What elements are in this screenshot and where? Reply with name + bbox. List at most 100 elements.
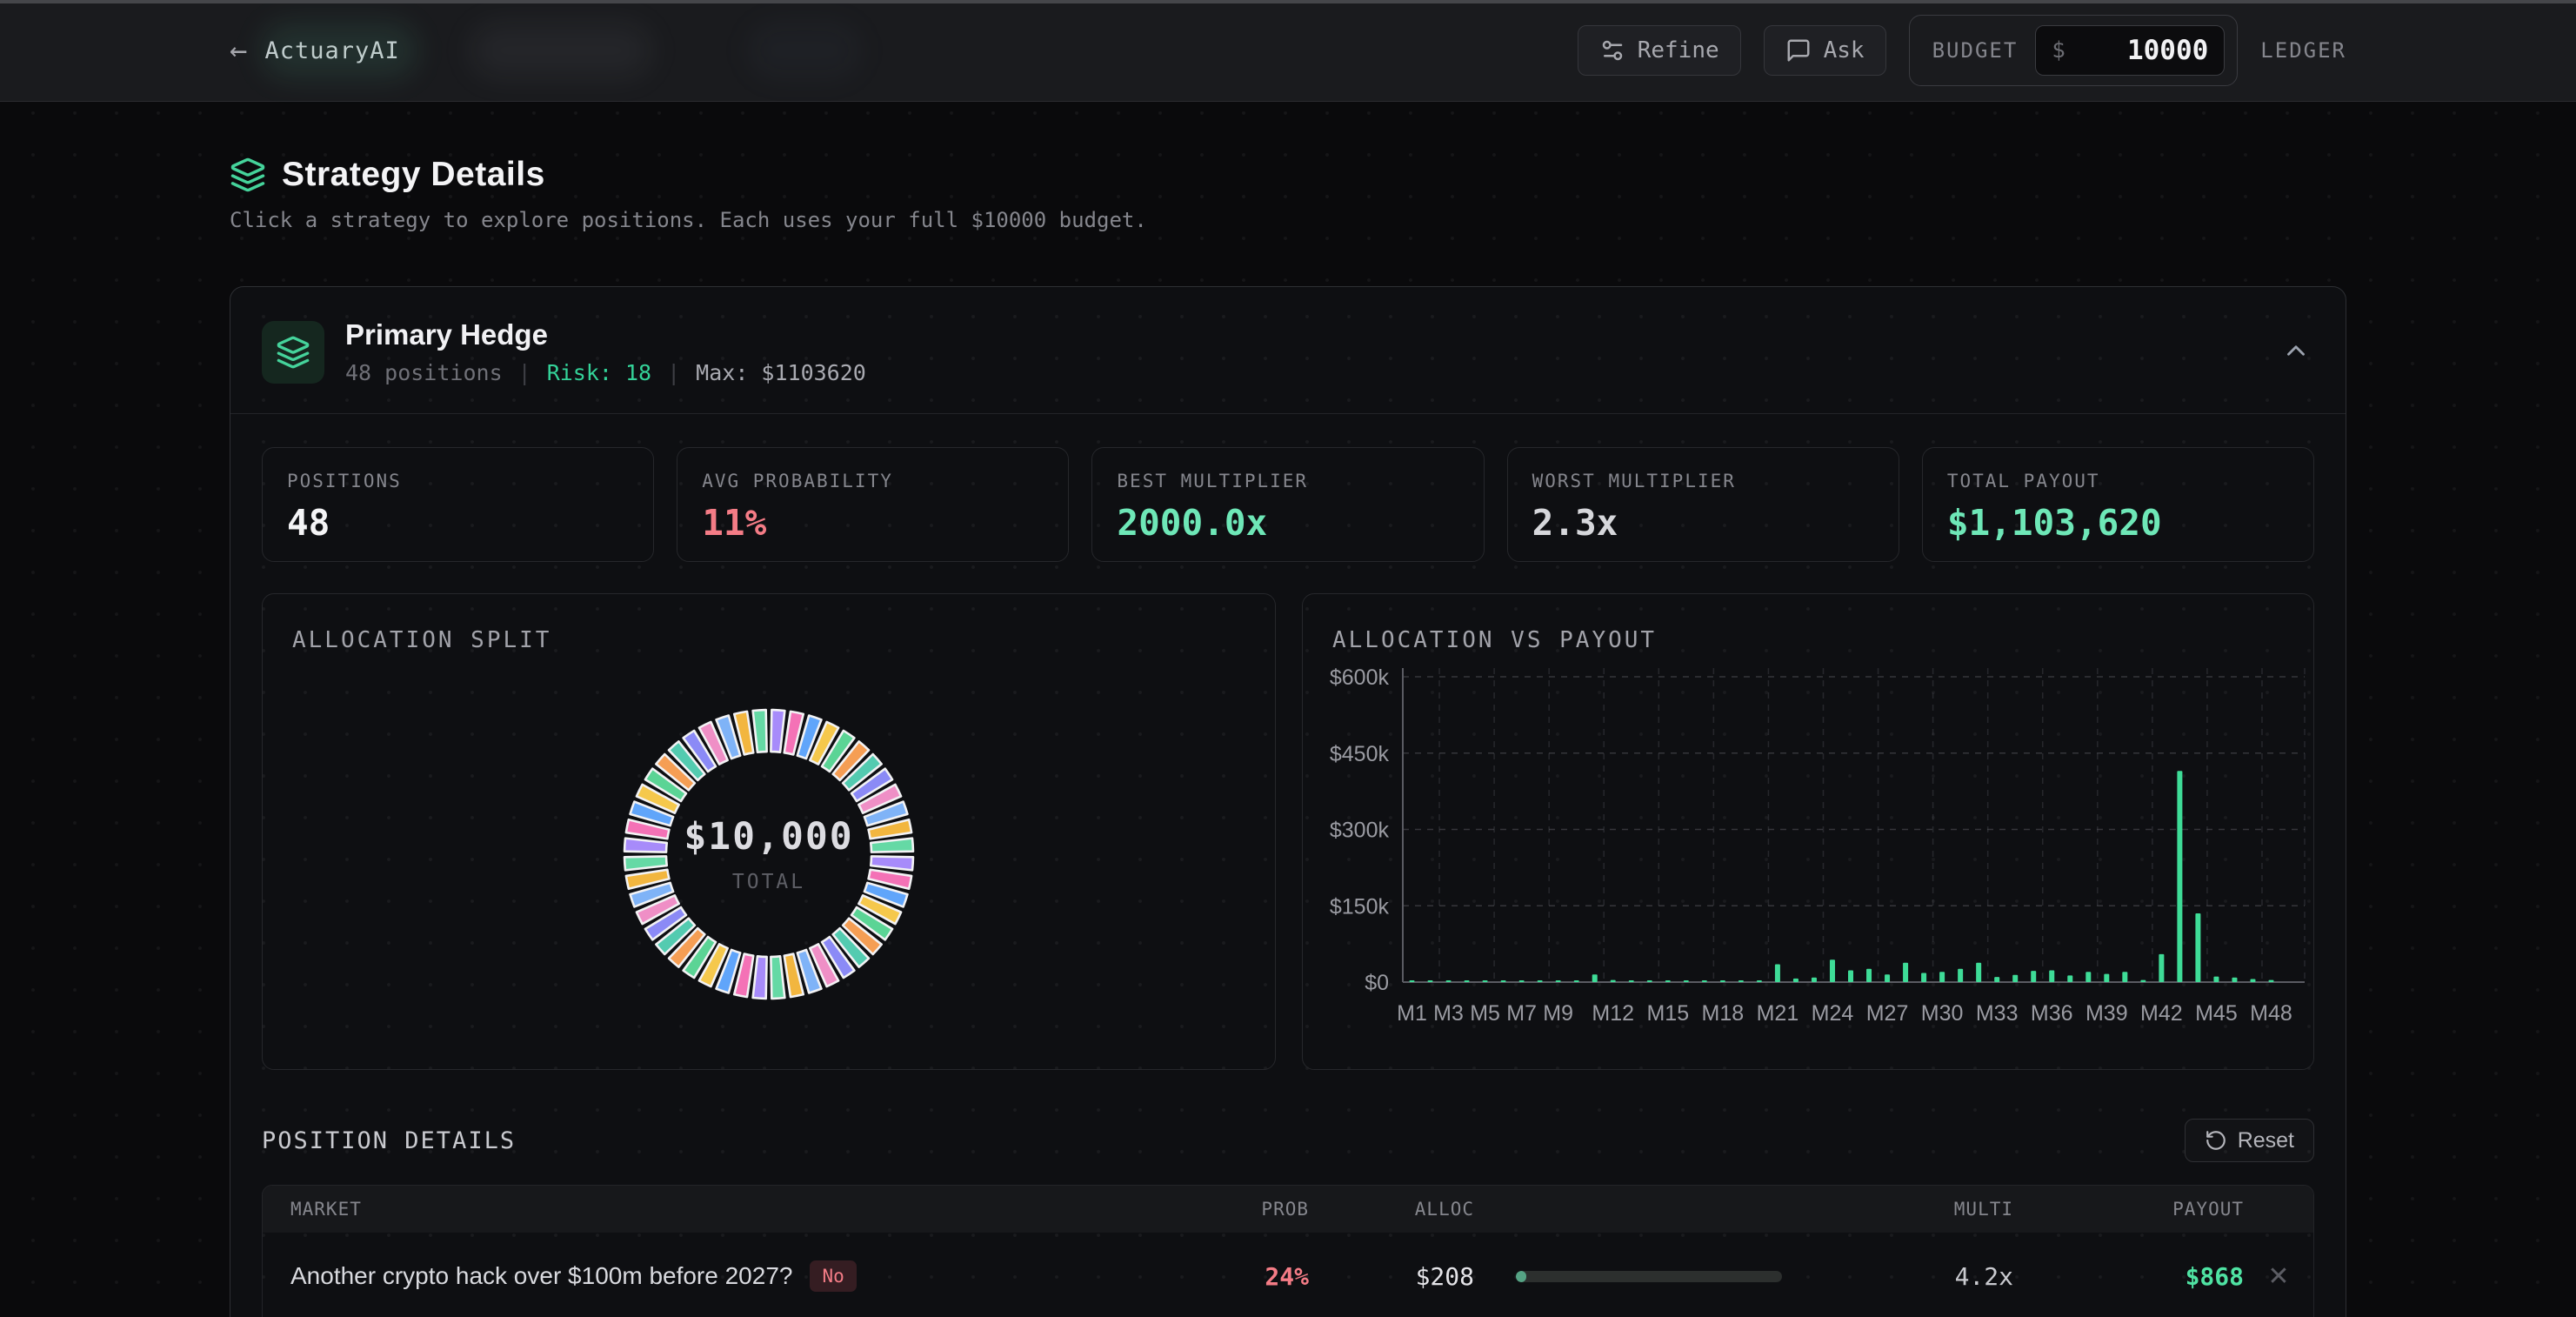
col-prob: PROB [1261, 1199, 1309, 1220]
payout-bar [1738, 980, 1744, 982]
donut-svg [623, 708, 915, 1000]
budget-group: BUDGET $ [1908, 15, 2239, 86]
payout-bar [1866, 968, 1872, 982]
payout-bar [1939, 972, 1945, 982]
col-multi: MULTI [1953, 1199, 2013, 1220]
payout-bar [1958, 968, 1964, 982]
stat-label: WORST MULTIPLIER [1532, 471, 1736, 491]
stat-card: WORST MULTIPLIER 2.3x [1506, 447, 1899, 562]
allocation-vs-payout-panel: ALLOCATION VS PAYOUT $0 $150k $300k $450k $6… [1302, 593, 2314, 1070]
budget-label: BUDGET [1932, 38, 2019, 63]
x-axis-tick-label: M39 [2085, 1001, 2128, 1026]
refine-label: Refine [1637, 37, 1719, 64]
payout-bar [1683, 980, 1689, 982]
payout-bar [2159, 953, 2165, 982]
x-axis-tick-label: M9 [1543, 1001, 1573, 1026]
donut-segment [682, 935, 717, 979]
stat-card: AVG PROBABILITY 11% [677, 447, 1070, 562]
reset-button[interactable]: Reset [2184, 1119, 2314, 1162]
donut-segment [831, 740, 871, 782]
stat-value: 48 [287, 502, 330, 544]
allocation-split-panel: ALLOCATION SPLIT $10,000 TOTAL [262, 593, 1276, 1070]
donut-segment [867, 868, 913, 891]
budget-input[interactable] [2065, 35, 2209, 66]
allocation-split-title: ALLOCATION SPLIT [292, 627, 552, 653]
payout-bar [2049, 970, 2055, 982]
payout-bar [2213, 976, 2219, 982]
table-row: Another crypto hack over $100m before 20… [263, 1233, 2313, 1317]
strategy-positions-count: 48 positions [345, 360, 503, 385]
donut-segment [869, 837, 915, 853]
payout-cell: $868 [2185, 1261, 2244, 1291]
payout-bar [1665, 980, 1671, 982]
donut-segment [629, 881, 675, 908]
donut-segment [624, 818, 671, 840]
donut-segment [770, 708, 786, 754]
allocation-vs-payout-title: ALLOCATION VS PAYOUT [1332, 627, 1658, 653]
payout-bar [1537, 980, 1543, 982]
donut-segment [623, 855, 669, 872]
collapse-button[interactable] [2281, 336, 2311, 368]
stat-value: 2000.0x [1117, 502, 1268, 544]
strategy-name: Primary Hedge [345, 318, 548, 351]
app-header: ← ActuaryAI Refine Ask BUDGET $ LEDGER [0, 0, 2576, 102]
market-cell: Another crypto hack over $100m before 20… [263, 1260, 1178, 1292]
table-rows: Another crypto hack over $100m before 20… [263, 1233, 2313, 1317]
reset-label: Reset [2237, 1127, 2294, 1153]
donut-segment [667, 926, 706, 968]
donut-segment [841, 917, 883, 956]
y-axis-tick-label: $150k [1330, 894, 1390, 919]
col-market: MARKET [290, 1199, 362, 1220]
donut-segment [644, 906, 688, 941]
payout-bar [2122, 972, 2128, 982]
ledger-link[interactable]: LEDGER [2260, 38, 2346, 63]
sliders-icon [1602, 40, 1622, 61]
donut-segment [850, 906, 894, 941]
strategy-card: Primary Hedge 48 positions | Risk: 18 | … [230, 286, 2346, 1317]
payout-bar [1482, 980, 1488, 982]
payout-bar [2177, 771, 2183, 982]
ask-label: Ask [1823, 37, 1865, 64]
strategy-risk: Risk: 18 [546, 360, 652, 385]
refine-button[interactable]: Refine [1577, 25, 1741, 76]
allocation-donut-chart: $10,000 TOTAL [604, 689, 934, 1020]
stat-card: TOTAL PAYOUT $1,103,620 [1921, 447, 2315, 562]
donut-segment [629, 800, 675, 827]
stat-value: 2.3x [1532, 502, 1618, 544]
donut-segment [858, 894, 903, 926]
donut-segment [841, 752, 883, 792]
layers-icon [230, 157, 265, 192]
payout-bar [1848, 970, 1854, 982]
stat-card: POSITIONS 48 [262, 447, 655, 562]
market-question: Another crypto hack over $100m before 20… [290, 1262, 793, 1289]
payout-bar [1445, 980, 1452, 982]
payout-bar [1427, 980, 1433, 982]
strategy-card-header[interactable]: Primary Hedge 48 positions | Risk: 18 | … [230, 287, 2346, 414]
payout-bar [1774, 964, 1780, 982]
payout-bar [1464, 980, 1470, 982]
ask-button[interactable]: Ask [1763, 25, 1886, 76]
x-axis-tick-label: M33 [1976, 1001, 2019, 1026]
donut-segment [809, 720, 840, 765]
remove-position-button[interactable]: ✕ [2267, 1261, 2290, 1291]
donut-segment [655, 752, 697, 792]
multi-cell: 4.2x [1954, 1261, 2013, 1291]
alloc-bar-fill [1516, 1270, 1527, 1282]
donut-segment [715, 714, 742, 760]
budget-input-box: $ [2035, 25, 2226, 76]
back-button[interactable]: ← [230, 33, 248, 68]
chevron-up-icon [2287, 345, 2305, 356]
stat-value: $1,103,620 [1946, 502, 2162, 544]
close-cell: ✕ [2244, 1261, 2313, 1292]
payout-bar [1701, 980, 1707, 982]
payout-bar [1829, 959, 1835, 982]
page-head: Strategy Details Click a strategy to exp… [230, 156, 2346, 232]
donut-segment [623, 837, 669, 853]
payout-bar [1555, 980, 1561, 982]
donut-segment [796, 948, 823, 994]
payout-bar [1811, 977, 1817, 982]
payout-bar [1921, 973, 1927, 982]
table-header-row: MARKET PROB ALLOC MULTI PAYOUT [263, 1186, 2313, 1233]
payout-bar-chart: $0 $150k $300k $450k $600k M1 M3 M5 M7 M9 M12 M15 M1… [1330, 665, 2306, 1026]
positions-table: MARKET PROB ALLOC MULTI PAYOUT Another c… [262, 1185, 2314, 1317]
